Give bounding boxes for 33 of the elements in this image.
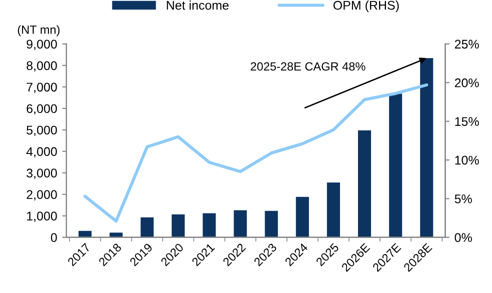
y2-tick-label: 10% (455, 156, 479, 165)
bar (110, 232, 123, 238)
y2-tick-label: 20% (454, 78, 479, 88)
bar (234, 210, 247, 238)
y-axis-title: (NT mn) (18, 25, 60, 36)
bar (326, 182, 340, 238)
y-tick-label: 9,000 (26, 40, 57, 50)
y-tick-label: 7,000 (26, 82, 57, 94)
y-tick-label: 5,000 (26, 126, 57, 136)
line-series (84, 83, 428, 223)
bar (264, 210, 278, 238)
bar (78, 230, 92, 238)
bar (389, 94, 402, 238)
y-tick-label: 1,000 (27, 212, 57, 222)
y-tick-label: 6,000 (26, 104, 57, 115)
y-tick-label: 4,000 (26, 147, 57, 158)
y2-tick-label: 0% (454, 233, 472, 242)
bar (296, 196, 309, 238)
annotation: 2025-28E CAGR 48% (250, 62, 366, 71)
y2-tick-label: 25% (454, 40, 479, 49)
y-tick-label: 8,000 (26, 61, 57, 72)
bar (202, 213, 216, 238)
bar (140, 217, 154, 238)
legend-label: Net income (166, 0, 229, 10)
y-tick-label: 3,000 (26, 168, 57, 179)
y2-tick-label: 15% (455, 117, 479, 126)
y-tick-label: 0 (50, 233, 57, 242)
bar (172, 214, 185, 238)
y-tick-label: 2,000 (26, 190, 57, 200)
bar (420, 58, 434, 238)
y2-tick-label: 5% (454, 194, 472, 204)
bar (358, 130, 372, 238)
legend-label: OPM (RHS) (333, 0, 399, 12)
